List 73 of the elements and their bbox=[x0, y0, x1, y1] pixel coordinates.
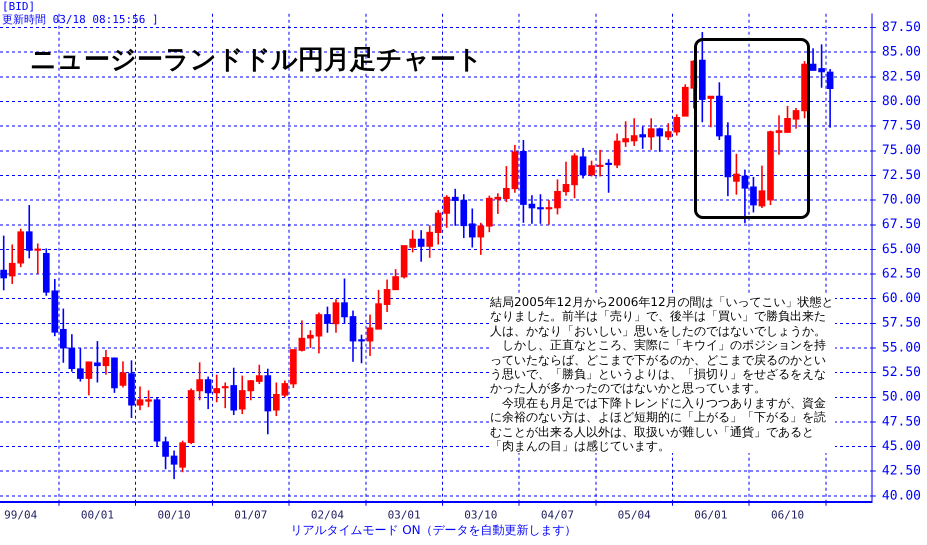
candlestick bbox=[503, 165, 510, 203]
y-tick-label: 75.00 bbox=[882, 143, 922, 158]
x-tick-label: 01/07 bbox=[234, 508, 268, 522]
y-tick-label: 42.50 bbox=[882, 464, 922, 479]
text: [BID] bbox=[2, 0, 36, 13]
candlestick bbox=[273, 382, 280, 417]
candlestick bbox=[494, 192, 502, 215]
y-tick-label: 70.00 bbox=[882, 192, 922, 208]
candlestick bbox=[384, 278, 390, 313]
candlestick bbox=[708, 95, 714, 128]
candlestick bbox=[434, 209, 442, 246]
annotation: 今現在も月足では下降トレンドに入りつつありますが、資金に余裕のない方は、よほど短期的に「上がる」「下がる」を読むことが出来る人以外は、取扱いが難しい「通貨」であると「肉まんの目」は感じています。 bbox=[490, 396, 827, 454]
y-tick-label: 80.00 bbox=[882, 94, 922, 109]
y-tick-label: 45.00 bbox=[882, 438, 922, 454]
y-tick-label: 87.50 bbox=[882, 20, 922, 35]
text: リアルタイムモード ON（データを自動更新します） bbox=[289, 522, 578, 539]
candlestick bbox=[316, 312, 322, 354]
candlestick bbox=[247, 379, 254, 402]
x-tick-label: 05/04 bbox=[618, 508, 652, 522]
text: ニュージーランドドル円月足チャート bbox=[30, 44, 483, 77]
y-tick-label: 67.50 bbox=[882, 217, 922, 232]
candlestick bbox=[282, 380, 288, 398]
annotation: しかし、正直なところ、実際に「キウイ」のポジションを持っていたならば、どこまで下がるのか、どこまで戻るのかという思いで、「勝負」というよりは、「損切り」をせざるをえなかった人が多かったのではないかと思っています。 bbox=[490, 338, 827, 396]
x-tick-label: 06/01 bbox=[694, 508, 728, 522]
candlestick bbox=[332, 298, 340, 334]
y-tick-label: 57.50 bbox=[882, 316, 922, 331]
candlestick bbox=[86, 361, 92, 396]
x-tick-label: 00/01 bbox=[80, 508, 114, 522]
candlestick bbox=[664, 122, 672, 141]
candlestick bbox=[34, 242, 42, 275]
candlestick bbox=[648, 118, 655, 151]
candlestick bbox=[409, 229, 416, 254]
candlestick bbox=[588, 160, 595, 178]
y-tick-label: 50.00 bbox=[882, 390, 922, 405]
candlestick bbox=[8, 244, 16, 285]
y-tick-label: 77.50 bbox=[882, 118, 922, 134]
candlestick bbox=[392, 268, 399, 291]
y-tick-label: 55.00 bbox=[882, 340, 922, 356]
candlestick bbox=[120, 360, 126, 388]
candlestick bbox=[298, 320, 306, 352]
y-tick-label: 40.00 bbox=[882, 488, 922, 504]
candlestick bbox=[102, 349, 110, 376]
candlestick bbox=[307, 329, 314, 349]
y-tick-label: 85.00 bbox=[882, 44, 922, 60]
x-tick-label: 03/01 bbox=[388, 508, 421, 522]
x-tick-label: 99/04 bbox=[4, 508, 38, 522]
candlestick bbox=[256, 364, 263, 385]
x-tick-label: 00/10 bbox=[158, 508, 191, 522]
y-tick-label: 47.50 bbox=[882, 414, 922, 430]
candlestick bbox=[477, 222, 484, 256]
y-tick-label: 60.00 bbox=[882, 291, 922, 306]
candlestick bbox=[733, 152, 740, 196]
x-tick-label: 04/07 bbox=[540, 508, 574, 522]
y-tick-label: 72.50 bbox=[882, 168, 922, 183]
x-tick-label: 03/10 bbox=[464, 508, 498, 522]
candlestick bbox=[673, 114, 680, 136]
y-tick-label: 82.50 bbox=[882, 69, 922, 84]
candlestick bbox=[596, 149, 604, 178]
y-tick-label: 52.50 bbox=[882, 365, 922, 380]
candlestick bbox=[213, 374, 220, 404]
candlestick bbox=[630, 118, 638, 147]
candlestick bbox=[426, 224, 434, 259]
x-tick-label: 02/04 bbox=[310, 508, 344, 522]
y-tick-label: 62.50 bbox=[882, 266, 922, 282]
candlestick bbox=[238, 374, 246, 415]
y-tick-label: 65.00 bbox=[882, 242, 922, 257]
candlestick bbox=[622, 120, 629, 148]
x-tick-label: 06/10 bbox=[770, 508, 804, 522]
candlestick bbox=[196, 362, 203, 402]
candlestick bbox=[443, 194, 450, 229]
candlestick bbox=[222, 382, 229, 409]
annotation: 更新時間 03/18 08:15:56 ] bbox=[2, 12, 159, 27]
annotation: 結局2005年12月から2006年12月の間は「いってこい」状態となりました。前半は「売り」で、後半は「買い」で勝負出来た人は、かなり「おいしい」思いをしたのではないでしょうか。 bbox=[490, 295, 835, 338]
